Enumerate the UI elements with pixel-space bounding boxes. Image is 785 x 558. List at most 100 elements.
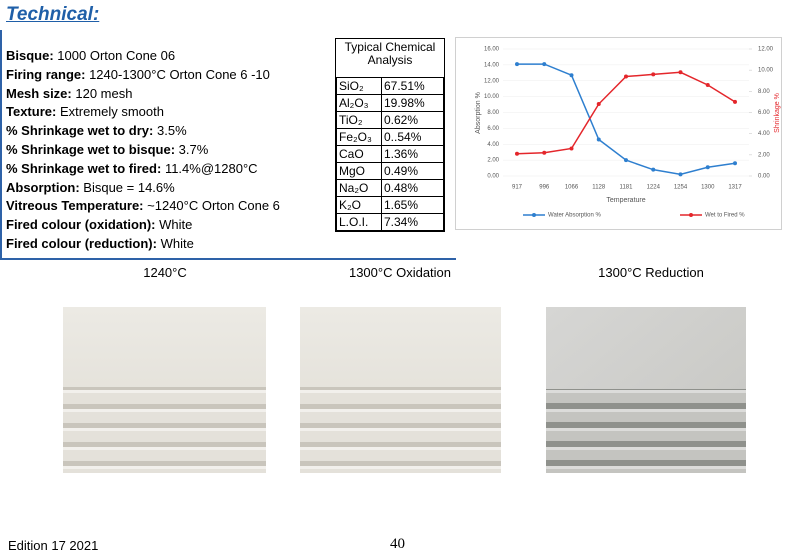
y2-tick-label: 2.00: [758, 152, 770, 158]
value-cell: 0.49%: [381, 162, 444, 180]
point: [596, 102, 601, 107]
point: [651, 72, 656, 77]
chart: 0.00 2.00 4.00 6.00 8.00 10.00 12.00 14.00 16.00…: [455, 37, 782, 230]
property: Vitreous Temperature: ~1240°C Orton Cone…: [6, 198, 280, 213]
value-cell: 7.34%: [381, 213, 444, 231]
property: % Shrinkage wet to bisque: 3.7%: [6, 142, 208, 157]
section-title: Technical:: [6, 4, 100, 25]
point: [651, 167, 656, 172]
property-label: % Shrinkage wet to fired:: [6, 160, 162, 176]
edition: Edition 17 2021: [8, 538, 99, 553]
y-tick-label: 6.00: [487, 126, 499, 132]
property-label: % Shrinkage wet to bisque:: [6, 142, 176, 157]
property-value: Extremely smooth: [59, 104, 164, 120]
point: [515, 62, 519, 67]
x-axis-label: Temperature: [606, 197, 645, 204]
sample-tiles: [63, 307, 746, 473]
point: [733, 161, 737, 166]
table-row: Fe₂O₃ 0..54%: [336, 128, 444, 146]
point: [542, 150, 547, 155]
point: [678, 172, 683, 177]
property-value: 1000 Orton Cone 06: [57, 48, 176, 63]
property-label: Texture:: [6, 104, 57, 120]
section-frame: [0, 30, 456, 260]
x-tick-label: 1128: [592, 185, 606, 191]
property: Bisque: 1000 Orton Cone 06: [6, 48, 175, 63]
point: [705, 82, 710, 87]
y2-tick-label: 0.00: [758, 174, 770, 180]
y2-tick-label: 10.00: [758, 68, 774, 74]
y-tick-label: 8.00: [487, 110, 499, 116]
property-value: White: [159, 217, 193, 233]
property-value: White: [160, 236, 194, 251]
value-cell: 0.62%: [381, 111, 444, 129]
caption: 1300°C Oxidation: [348, 265, 452, 280]
legend-label: Water Absorption %: [548, 213, 601, 219]
y-tick-label: 4.00: [487, 142, 499, 148]
property-value: 3.5%: [157, 123, 187, 139]
property: Texture: Extremely smooth: [6, 104, 164, 119]
value-cell: 0.48%: [381, 179, 444, 197]
y2-tick-label: 6.00: [758, 110, 770, 116]
value-cell: 67.51%: [381, 77, 444, 95]
property: Fired colour (oxidation): White: [6, 217, 192, 232]
point: [596, 137, 601, 142]
table-row: Al₂O₃ 19.98%: [336, 94, 444, 112]
property-label: Vitreous Temperature:: [6, 198, 144, 214]
point: [515, 151, 519, 156]
oxide-cell: L.O.I.: [336, 213, 382, 231]
point: [733, 99, 737, 104]
property: Mesh size: 120 mesh: [6, 86, 132, 101]
oxide-cell: K₂O: [336, 196, 382, 214]
y2-axis-label: Shrinkage %: [774, 93, 781, 133]
property-label: Fired colour (oxidation):: [6, 217, 156, 233]
property-label: Bisque:: [6, 48, 54, 63]
property-label: % Shrinkage wet to dry:: [6, 123, 154, 139]
point: [705, 165, 710, 170]
caption: 1240°C: [143, 265, 187, 280]
property-value: 1240-1300°C Orton Cone 6 -10: [89, 66, 270, 82]
x-tick-label: 1066: [565, 185, 579, 191]
point: [624, 74, 628, 79]
y-tick-label: 2.00: [487, 158, 499, 164]
table-row: MgO 0.49%: [336, 162, 444, 180]
table-row: L.O.I. 7.34%: [336, 213, 444, 231]
property-label: Mesh size:: [6, 85, 72, 101]
property-value: ~1240°C Orton Cone 6: [147, 198, 280, 214]
table-row: TiO₂ 0.62%: [336, 111, 444, 129]
x-tick-label: 1224: [647, 185, 661, 191]
legend-marker: [689, 213, 693, 217]
property-value: 11.4%@1280°C: [164, 160, 258, 176]
property-value: Bisque = 14.6%: [83, 179, 175, 195]
oxide-cell: Fe₂O₃: [336, 128, 382, 146]
oxide-cell: TiO₂: [336, 111, 382, 129]
page-number: 40: [390, 536, 405, 552]
property: Absorption: Bisque = 14.6%: [6, 180, 175, 195]
x-tick-label: 1181: [620, 185, 634, 191]
x-tick-label: 1317: [728, 185, 742, 191]
property-label: Absorption:: [6, 179, 80, 195]
property: Fired colour (reduction): White: [6, 236, 194, 251]
point: [569, 73, 574, 78]
value-cell: 1.65%: [381, 196, 444, 214]
point: [678, 70, 683, 75]
property-label: Fired colour (reduction):: [6, 236, 157, 251]
y-tick-label: 10.00: [484, 94, 500, 100]
table-header: Typical Chemical Analysis: [344, 40, 436, 67]
oxide-cell: MgO: [336, 162, 382, 180]
property-value: 3.7%: [178, 142, 209, 157]
y2-tick-label: 12.00: [758, 47, 774, 53]
property: % Shrinkage wet to dry: 3.5%: [6, 123, 187, 138]
oxide-cell: Na₂O: [336, 179, 382, 197]
value-cell: 0..54%: [381, 128, 444, 146]
table-row: K₂O 1.65%: [336, 196, 444, 214]
oxide-cell: Al₂O₃: [336, 94, 382, 112]
chart-frame: [455, 37, 782, 230]
oxide-cell: SiO₂: [336, 77, 382, 95]
value-cell: 1.36%: [381, 145, 444, 163]
x-tick-label: 917: [512, 185, 523, 191]
property-value: 120 mesh: [75, 85, 133, 101]
x-tick-label: 1254: [674, 185, 688, 191]
y-tick-label: 12.00: [484, 78, 500, 84]
